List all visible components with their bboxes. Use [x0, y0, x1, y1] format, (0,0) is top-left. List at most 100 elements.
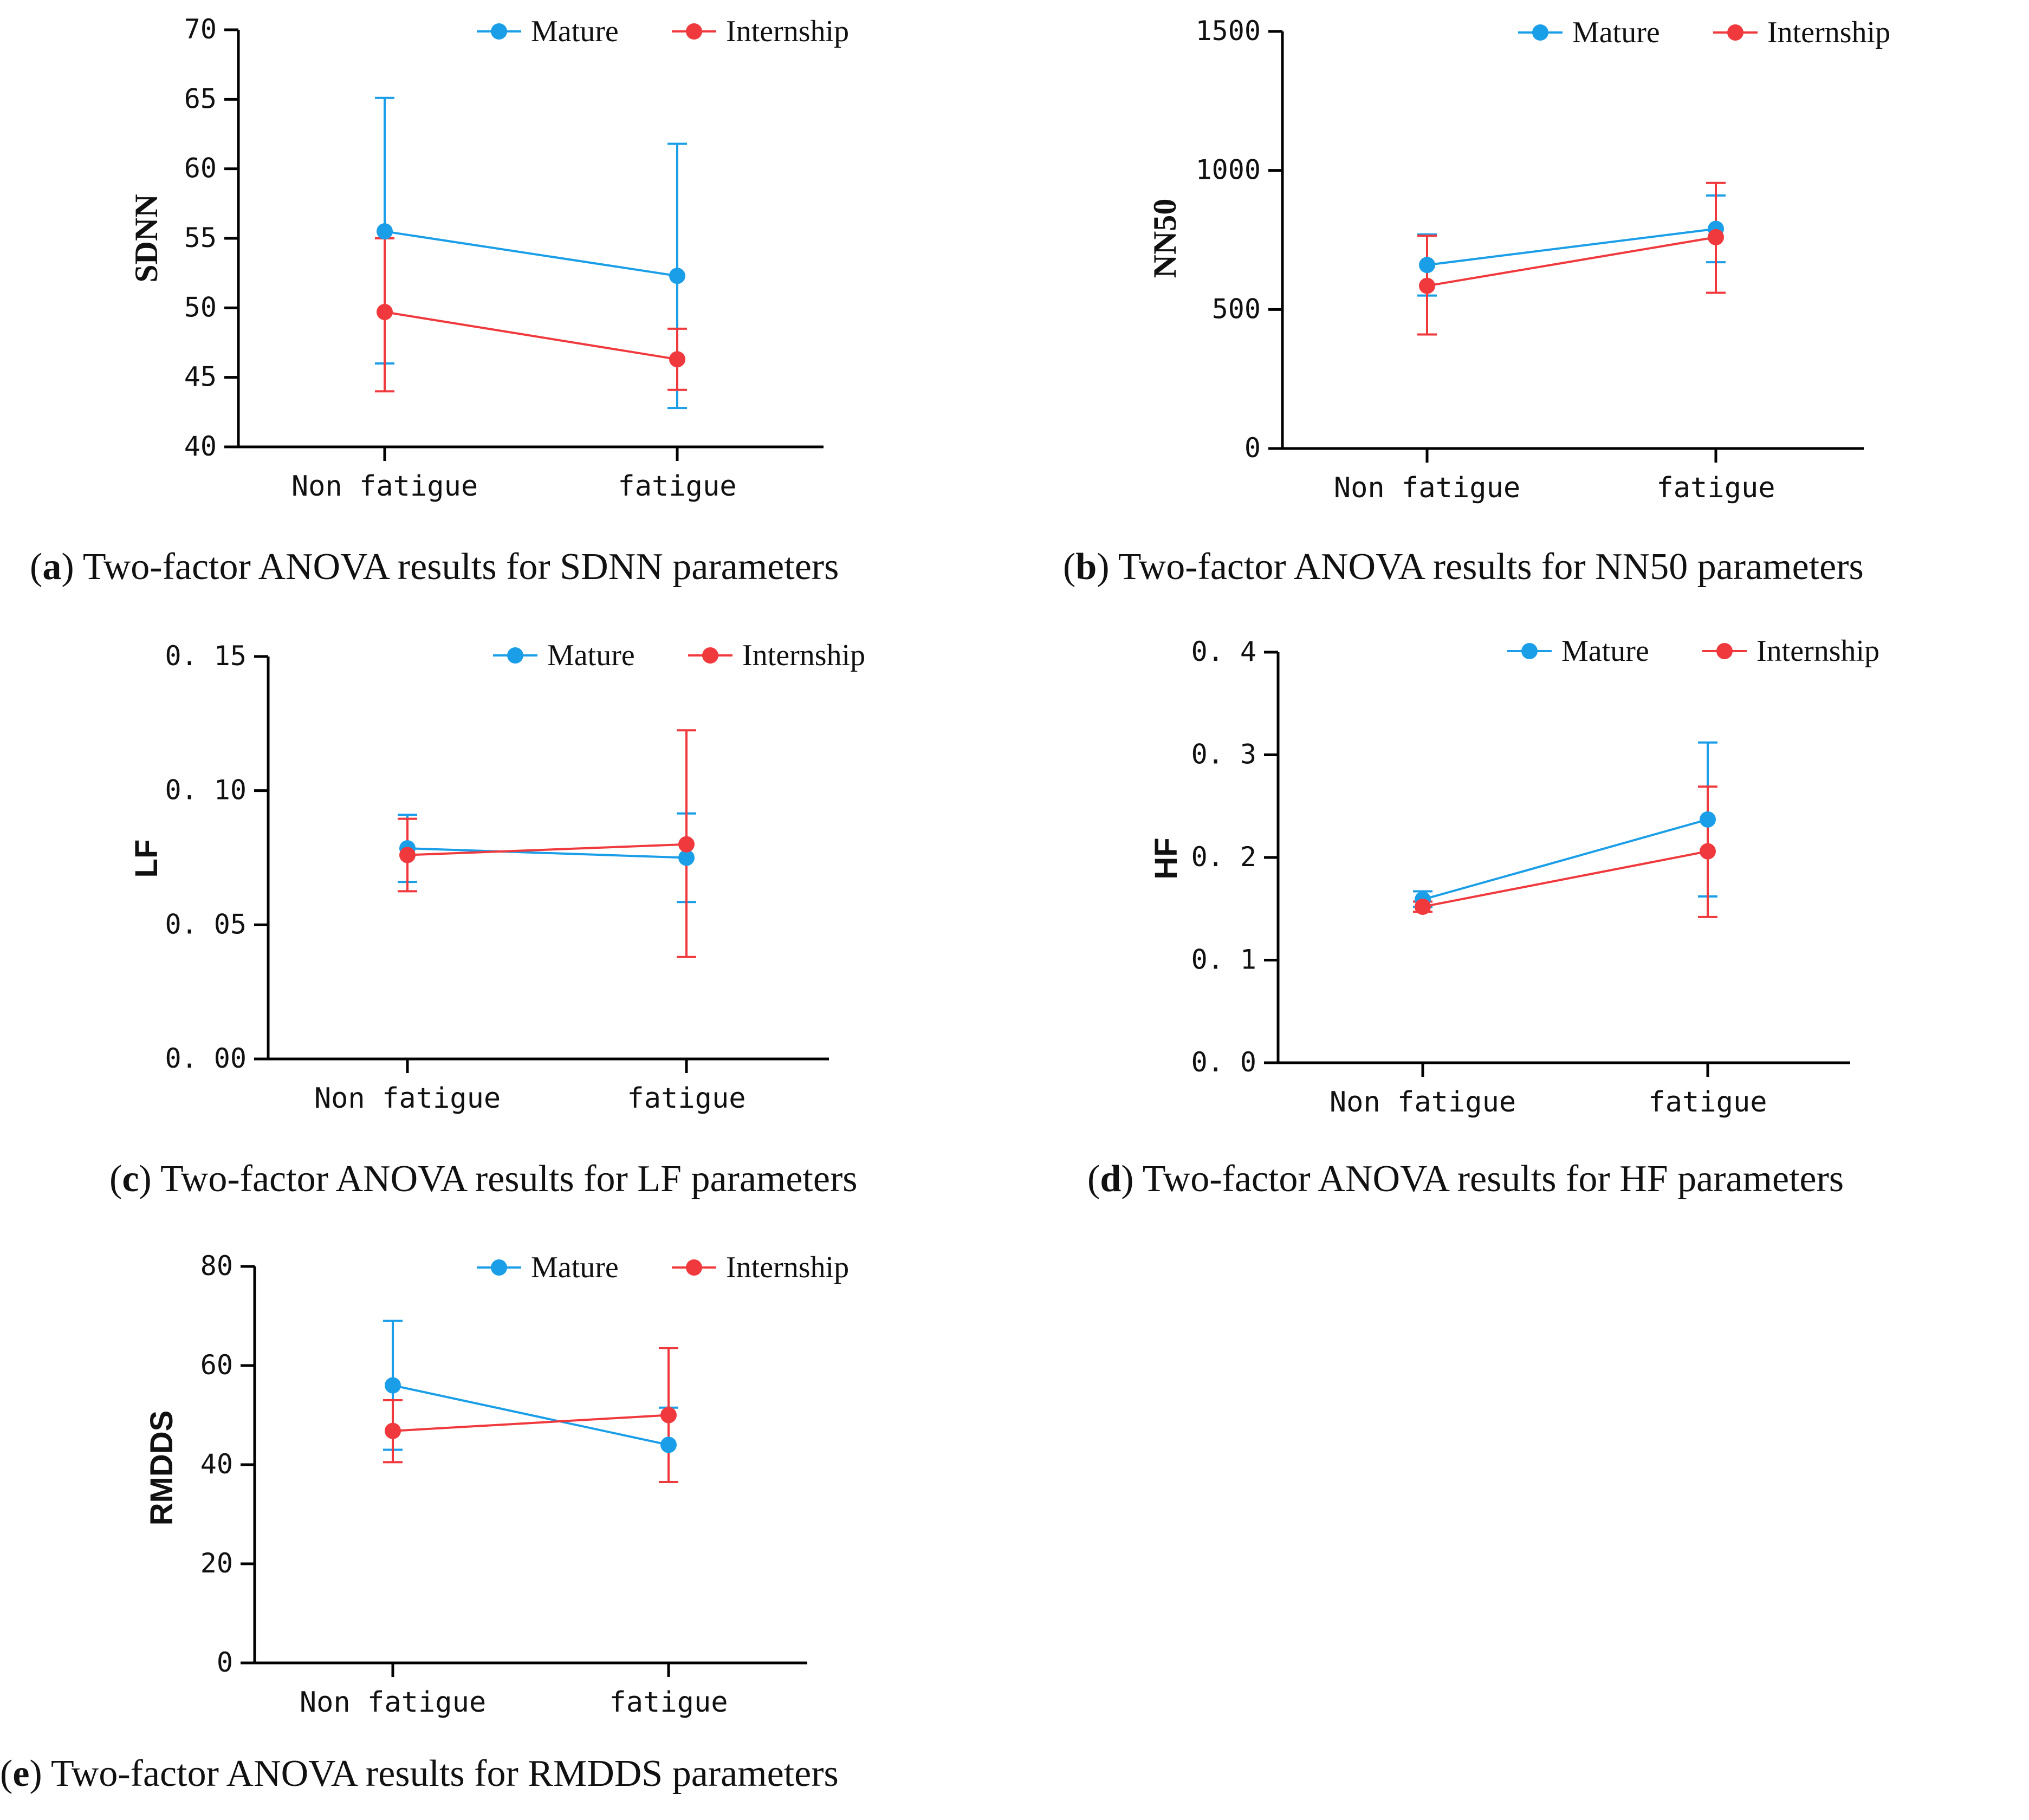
- legend-marker-mature: [1521, 643, 1538, 659]
- y-tick-label: 80: [200, 1250, 233, 1282]
- series-line-internship: [1427, 236, 1716, 287]
- y-tick-label: 1500: [1196, 15, 1261, 47]
- y-axis-label: HF: [1149, 837, 1184, 879]
- x-tick-label: Non fatigue: [300, 1686, 486, 1719]
- legend-marker-internship: [702, 647, 718, 664]
- y-tick-label: 0. 0: [1191, 1046, 1256, 1078]
- legend-label-internship: Internship: [726, 15, 849, 48]
- y-tick-label: 50: [184, 291, 217, 323]
- legend-label-mature: Mature: [1561, 634, 1649, 668]
- series-line-mature: [384, 230, 678, 277]
- caption-e: (e) Two-factor ANOVA results for RMDDS p…: [0, 1753, 839, 1795]
- y-tick-label: 0. 2: [1191, 841, 1256, 873]
- legend-marker-internship: [1727, 24, 1743, 41]
- series-line-mature: [407, 847, 687, 859]
- x-tick-label: fatigue: [618, 470, 736, 503]
- y-tick-label: 45: [184, 361, 217, 393]
- legend-label-mature: Mature: [547, 639, 635, 672]
- legend-marker-mature: [1532, 24, 1548, 41]
- series-line-internship: [407, 843, 687, 856]
- data-point-mature: [669, 268, 685, 284]
- chart-panel-c: 0. 00 0. 05 0. 10 0. 15 Non fatigue fatigue LF…: [0, 618, 1014, 1213]
- legend-marker-mature: [491, 1259, 507, 1276]
- x-tick-label: Non fatigue: [314, 1082, 501, 1115]
- y-tick-label: 60: [184, 153, 217, 184]
- y-tick-label: 0. 3: [1191, 739, 1256, 770]
- legend-marker-internship: [686, 23, 702, 40]
- y-tick-label: 0. 00: [165, 1043, 247, 1074]
- x-tick-label: fatigue: [1656, 472, 1775, 504]
- data-point-internship: [385, 1422, 401, 1439]
- x-tick-label: fatigue: [627, 1082, 746, 1115]
- y-axis-label: RMDDS: [144, 1410, 179, 1526]
- y-tick-label: 0. 4: [1191, 636, 1256, 667]
- y-tick-label: 65: [184, 83, 217, 114]
- y-tick-label: 0. 05: [165, 908, 247, 940]
- y-axis-label: SDNN: [128, 194, 164, 282]
- chart-d-svg: 0. 0 0. 1 0. 2 0. 3 0. 4 Non fatigue fatigue HF…: [1149, 634, 1879, 1119]
- legend-marker-mature: [491, 23, 507, 40]
- y-tick-label: 1000: [1196, 154, 1261, 186]
- series-line-internship: [392, 1414, 669, 1432]
- chart-a-svg: 40 45 50 55 60 65 70 Non fatigue fatigue SDNN Matu…: [128, 14, 849, 503]
- chart-panel-d: 0. 0 0. 1 0. 2 0. 3 0. 4 Non fatigue fatigue HF…: [1014, 618, 2029, 1213]
- y-tick-label: 0. 10: [165, 775, 247, 806]
- y-tick-label: 70: [184, 14, 217, 45]
- data-point-internship: [678, 836, 695, 853]
- chart-b-svg: 0 500 1000 1500 Non fatigue fatigue NN50 Mature…: [1147, 15, 1890, 504]
- data-point-internship: [1419, 277, 1435, 294]
- legend-marker-mature: [507, 647, 523, 664]
- caption-c: (c) Two-factor ANOVA results for LF para…: [109, 1158, 858, 1200]
- y-tick-label: 0. 1: [1191, 944, 1256, 976]
- y-tick-label: 40: [184, 431, 217, 462]
- y-axis-label: NN50: [1147, 199, 1183, 278]
- caption-b: (b) Two-factor ANOVA results for NN50 pa…: [1063, 546, 1864, 588]
- legend-label-internship: Internship: [726, 1251, 849, 1284]
- data-point-internship: [669, 351, 685, 368]
- x-tick-label: Non fatigue: [291, 470, 478, 503]
- data-point-mature: [385, 1377, 401, 1394]
- y-tick-label: 500: [1212, 293, 1261, 324]
- x-tick-label: Non fatigue: [1334, 472, 1520, 504]
- data-point-internship: [377, 304, 393, 321]
- series-line-mature: [392, 1384, 669, 1446]
- x-tick-label: fatigue: [609, 1686, 728, 1719]
- legend-label-internship: Internship: [1767, 16, 1890, 49]
- data-point-mature: [660, 1436, 677, 1453]
- legend-label-internship: Internship: [1756, 634, 1879, 668]
- data-point-mature: [377, 223, 393, 240]
- series-line-mature: [1427, 227, 1716, 266]
- data-point-internship: [660, 1407, 677, 1424]
- y-tick-label: 0: [217, 1647, 233, 1678]
- legend-marker-internship: [686, 1259, 702, 1276]
- legend-label-mature: Mature: [1572, 16, 1660, 49]
- y-axis-label: LF: [129, 840, 164, 878]
- data-point-internship: [1700, 843, 1716, 860]
- chart-e-svg: 0 20 40 60 80 Non fatigue fatigue RMDDS Mature In…: [144, 1250, 849, 1719]
- y-tick-label: 0: [1244, 432, 1261, 464]
- chart-panel-e: 0 20 40 60 80 Non fatigue fatigue RMDDS Mature In…: [0, 1235, 1014, 1820]
- legend-label-mature: Mature: [531, 15, 619, 48]
- legend-label-internship: Internship: [742, 639, 865, 672]
- series-line-internship: [1422, 850, 1708, 908]
- data-point-internship: [1415, 898, 1431, 915]
- caption-a: (a) Two-factor ANOVA results for SDNN pa…: [30, 546, 839, 588]
- data-point-mature: [1700, 811, 1716, 828]
- x-tick-label: Non fatigue: [1330, 1086, 1516, 1119]
- data-point-internship: [399, 847, 416, 863]
- y-tick-label: 0. 15: [165, 640, 247, 672]
- y-tick-label: 20: [200, 1548, 233, 1579]
- legend-label-mature: Mature: [531, 1251, 619, 1284]
- data-point-internship: [1708, 229, 1724, 245]
- chart-panel-a: 40 45 50 55 60 65 70 Non fatigue fatigue SDNN Matu…: [0, 0, 1014, 601]
- y-tick-label: 40: [200, 1448, 233, 1480]
- caption-d: (d) Two-factor ANOVA results for HF para…: [1087, 1158, 1844, 1200]
- data-point-mature: [1419, 257, 1435, 274]
- y-tick-label: 60: [200, 1349, 233, 1381]
- series-line-mature: [1422, 818, 1708, 901]
- series-line-internship: [384, 311, 678, 361]
- y-tick-label: 55: [184, 222, 217, 253]
- data-point-mature: [678, 849, 695, 866]
- x-tick-label: fatigue: [1648, 1086, 1767, 1119]
